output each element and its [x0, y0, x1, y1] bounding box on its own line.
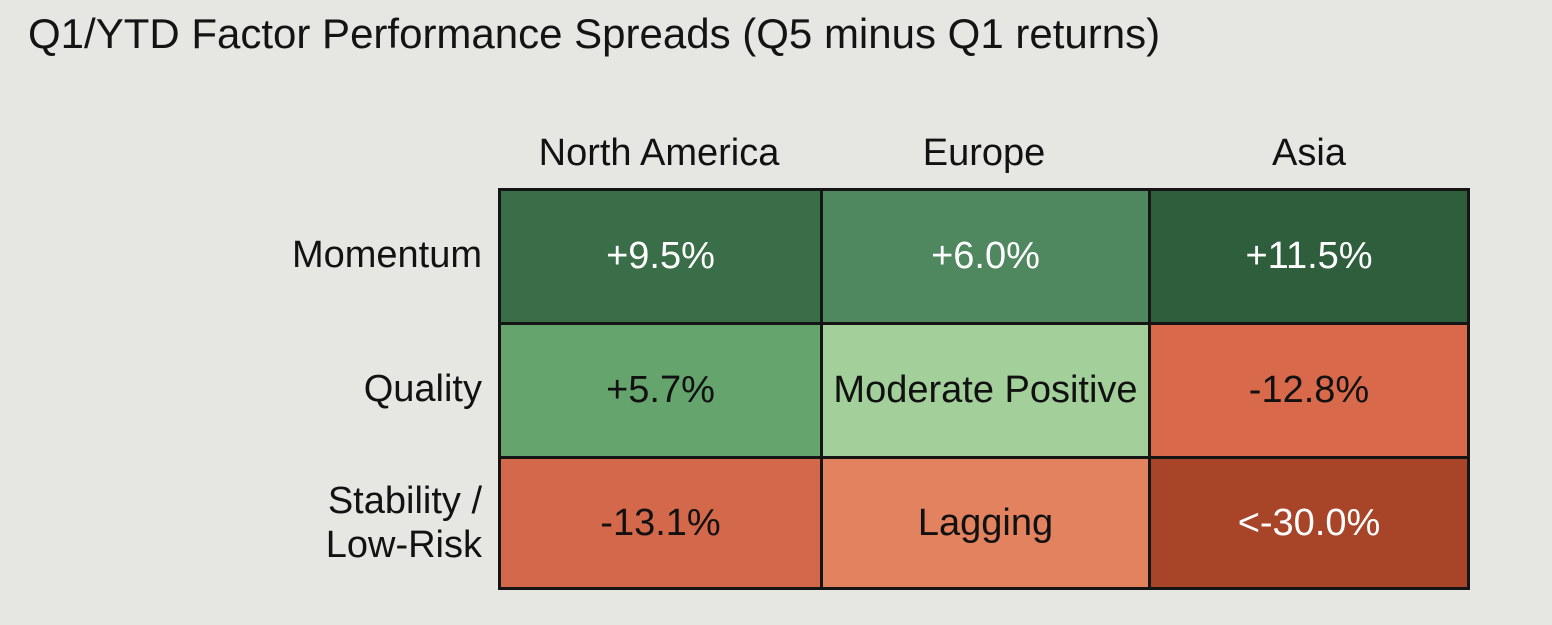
row-header-line: Momentum	[291, 234, 482, 276]
heatmap-grid: +9.5% +6.0% +11.5% +5.7% Moderate Positive -1…	[498, 188, 1470, 590]
heatmap-cell: -12.8%	[1151, 325, 1467, 456]
chart-title: Q1/YTD Factor Performance Spreads (Q5 mi…	[28, 10, 1161, 57]
row-header-text: Stability / Low-Risk	[326, 479, 482, 567]
row-header-line: Low-Risk	[325, 524, 482, 566]
column-header: Asia	[1272, 132, 1346, 174]
row-header-text: Momentum	[292, 233, 482, 277]
heatmap-cell: Moderate Positive	[823, 325, 1148, 456]
row-header-line: Quality	[363, 368, 482, 410]
heatmap-cell: <-30.0%	[1151, 459, 1467, 587]
column-header: North America	[538, 132, 780, 174]
column-header: Europe	[922, 132, 1046, 174]
heatmap-cell: +5.7%	[501, 325, 820, 456]
row-header-text: Quality	[364, 367, 482, 411]
heatmap-cell: -13.1%	[501, 459, 820, 587]
heatmap-cell: +6.0%	[823, 191, 1148, 322]
heatmap-cell: +11.5%	[1151, 191, 1467, 322]
row-header: Stability / Low-Risk	[250, 456, 482, 590]
row-header: Quality	[250, 322, 482, 456]
row-header-line: Stability /	[327, 480, 482, 522]
heatmap-cell: +9.5%	[501, 191, 820, 322]
row-header: Momentum	[250, 188, 482, 322]
heatmap-cell: Lagging	[823, 459, 1148, 587]
